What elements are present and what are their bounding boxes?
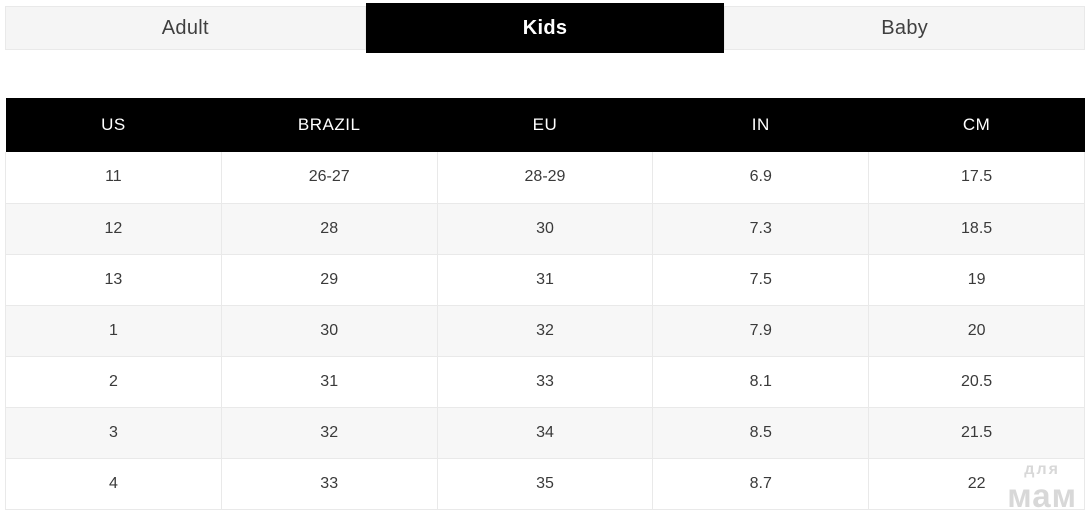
table-row: 11 26-27 28-29 6.9 17.5 xyxy=(5,152,1085,204)
cell-eu: 33 xyxy=(436,356,654,408)
tab-adult[interactable]: Adult xyxy=(5,6,366,50)
cell-eu: 31 xyxy=(436,254,654,306)
tab-kids[interactable]: Kids xyxy=(365,3,725,53)
table-row: 4 33 35 8.7 22 xyxy=(5,458,1085,510)
cell-us: 13 xyxy=(5,254,222,306)
cell-brazil: 30 xyxy=(220,305,438,357)
column-header-cm: CM xyxy=(868,98,1085,152)
cell-brazil: 32 xyxy=(220,407,438,459)
column-header-us: US xyxy=(5,98,222,152)
cell-eu: 35 xyxy=(436,458,654,510)
cell-us: 1 xyxy=(5,305,222,357)
cell-cm: 20.5 xyxy=(868,356,1085,408)
cell-us: 11 xyxy=(5,152,222,204)
cell-eu: 34 xyxy=(436,407,654,459)
cell-in: 7.5 xyxy=(652,254,870,306)
cell-us: 12 xyxy=(5,203,222,255)
cell-cm: 19 xyxy=(868,254,1085,306)
column-header-eu: EU xyxy=(437,98,653,152)
cell-brazil: 29 xyxy=(220,254,438,306)
cell-in: 8.7 xyxy=(652,458,870,510)
cell-cm: 21.5 xyxy=(868,407,1085,459)
cell-brazil: 31 xyxy=(220,356,438,408)
size-table-container: US BRAZIL EU IN CM 11 26-27 28-29 6.9 17.5 12 28 30… xyxy=(5,98,1085,510)
table-row: 2 31 33 8.1 20.5 xyxy=(5,356,1085,408)
table-row: 12 28 30 7.3 18.5 xyxy=(5,203,1085,255)
cell-us: 4 xyxy=(5,458,222,510)
column-header-in: IN xyxy=(652,98,869,152)
cell-eu: 32 xyxy=(436,305,654,357)
cell-cm: 22 xyxy=(868,458,1085,510)
column-header-brazil: BRAZIL xyxy=(221,98,438,152)
cell-cm: 17.5 xyxy=(868,152,1085,204)
header-row: US BRAZIL EU IN CM xyxy=(5,98,1085,152)
cell-in: 8.1 xyxy=(652,356,870,408)
size-table-body: 11 26-27 28-29 6.9 17.5 12 28 30 7.3 18.5 13 29 31 7.… xyxy=(5,152,1085,510)
table-row: 13 29 31 7.5 19 xyxy=(5,254,1085,306)
cell-us: 3 xyxy=(5,407,222,459)
cell-eu: 30 xyxy=(436,203,654,255)
size-table: US BRAZIL EU IN CM 11 26-27 28-29 6.9 17.5 12 28 30… xyxy=(5,98,1085,510)
tab-bar: Adult Kids Baby xyxy=(5,3,1086,53)
table-row: 3 32 34 8.5 21.5 xyxy=(5,407,1085,459)
cell-brazil: 26-27 xyxy=(220,152,438,204)
cell-cm: 18.5 xyxy=(868,203,1085,255)
cell-us: 2 xyxy=(5,356,222,408)
cell-brazil: 33 xyxy=(220,458,438,510)
tab-baby[interactable]: Baby xyxy=(724,6,1086,50)
cell-brazil: 28 xyxy=(220,203,438,255)
table-row: 1 30 32 7.9 20 xyxy=(5,305,1085,357)
cell-cm: 20 xyxy=(868,305,1085,357)
cell-in: 7.9 xyxy=(652,305,870,357)
cell-in: 8.5 xyxy=(652,407,870,459)
cell-eu: 28-29 xyxy=(436,152,654,204)
size-table-header: US BRAZIL EU IN CM xyxy=(5,98,1085,152)
cell-in: 7.3 xyxy=(652,203,870,255)
cell-in: 6.9 xyxy=(652,152,870,204)
